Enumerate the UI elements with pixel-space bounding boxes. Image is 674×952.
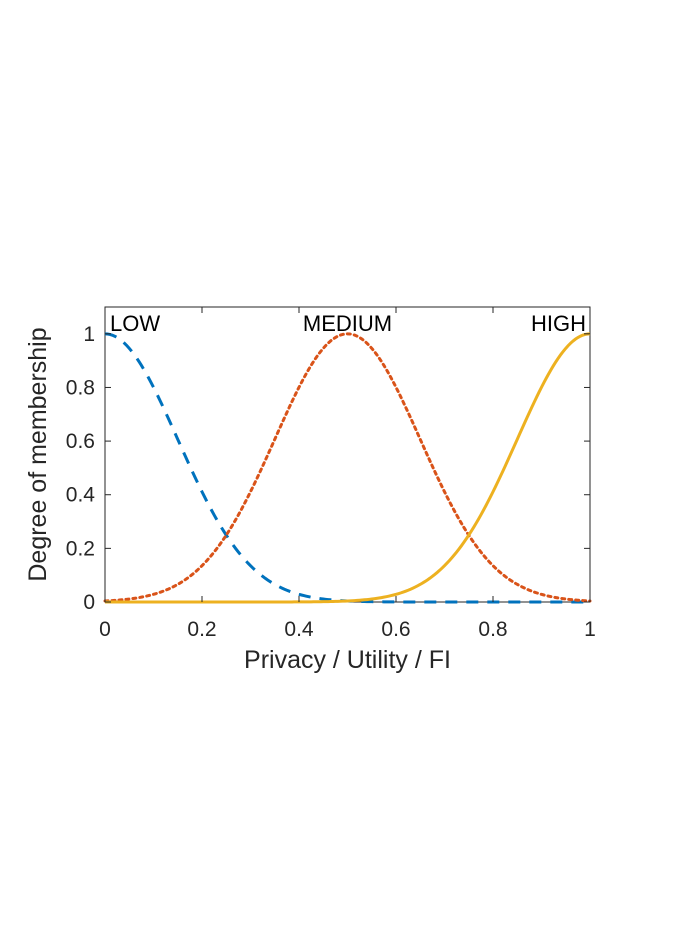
- y-tick-label: 0.2: [66, 537, 95, 560]
- annotations: LOW MEDIUM HIGH: [110, 311, 586, 336]
- x-tick-label: 0.2: [187, 618, 216, 641]
- y-tick-label: 1: [83, 323, 95, 346]
- x-tick-label: 0.4: [284, 618, 314, 641]
- y-tick-label: 0.4: [66, 484, 96, 507]
- y-axis-label: Degree of membership: [24, 327, 52, 581]
- series-layer: [103, 332, 592, 604]
- x-axis-label: Privacy / Utility / FI: [244, 646, 451, 674]
- annotation-high: HIGH: [531, 311, 586, 336]
- annotation-medium: MEDIUM: [303, 311, 392, 336]
- plot-box: [104, 306, 591, 603]
- y-tick-label: 0.8: [66, 376, 95, 399]
- series-line-medium: [103, 332, 592, 603]
- series-line-high: [105, 332, 591, 604]
- x-tick-label: 0.6: [381, 618, 410, 641]
- y-tick-label: 0.6: [66, 430, 95, 453]
- x-tick-label: 0.8: [478, 618, 507, 641]
- x-tick-label: 0: [99, 618, 111, 641]
- x-tick-label: 1: [584, 618, 596, 641]
- y-tick-label: 0: [83, 591, 95, 614]
- plot-area: [104, 306, 591, 603]
- ticks-layer: 0 0.2 0.4 0.6 0.8 1 0 0.2 0.4 0.6 0.8 1: [66, 307, 596, 641]
- annotation-low: LOW: [110, 311, 160, 336]
